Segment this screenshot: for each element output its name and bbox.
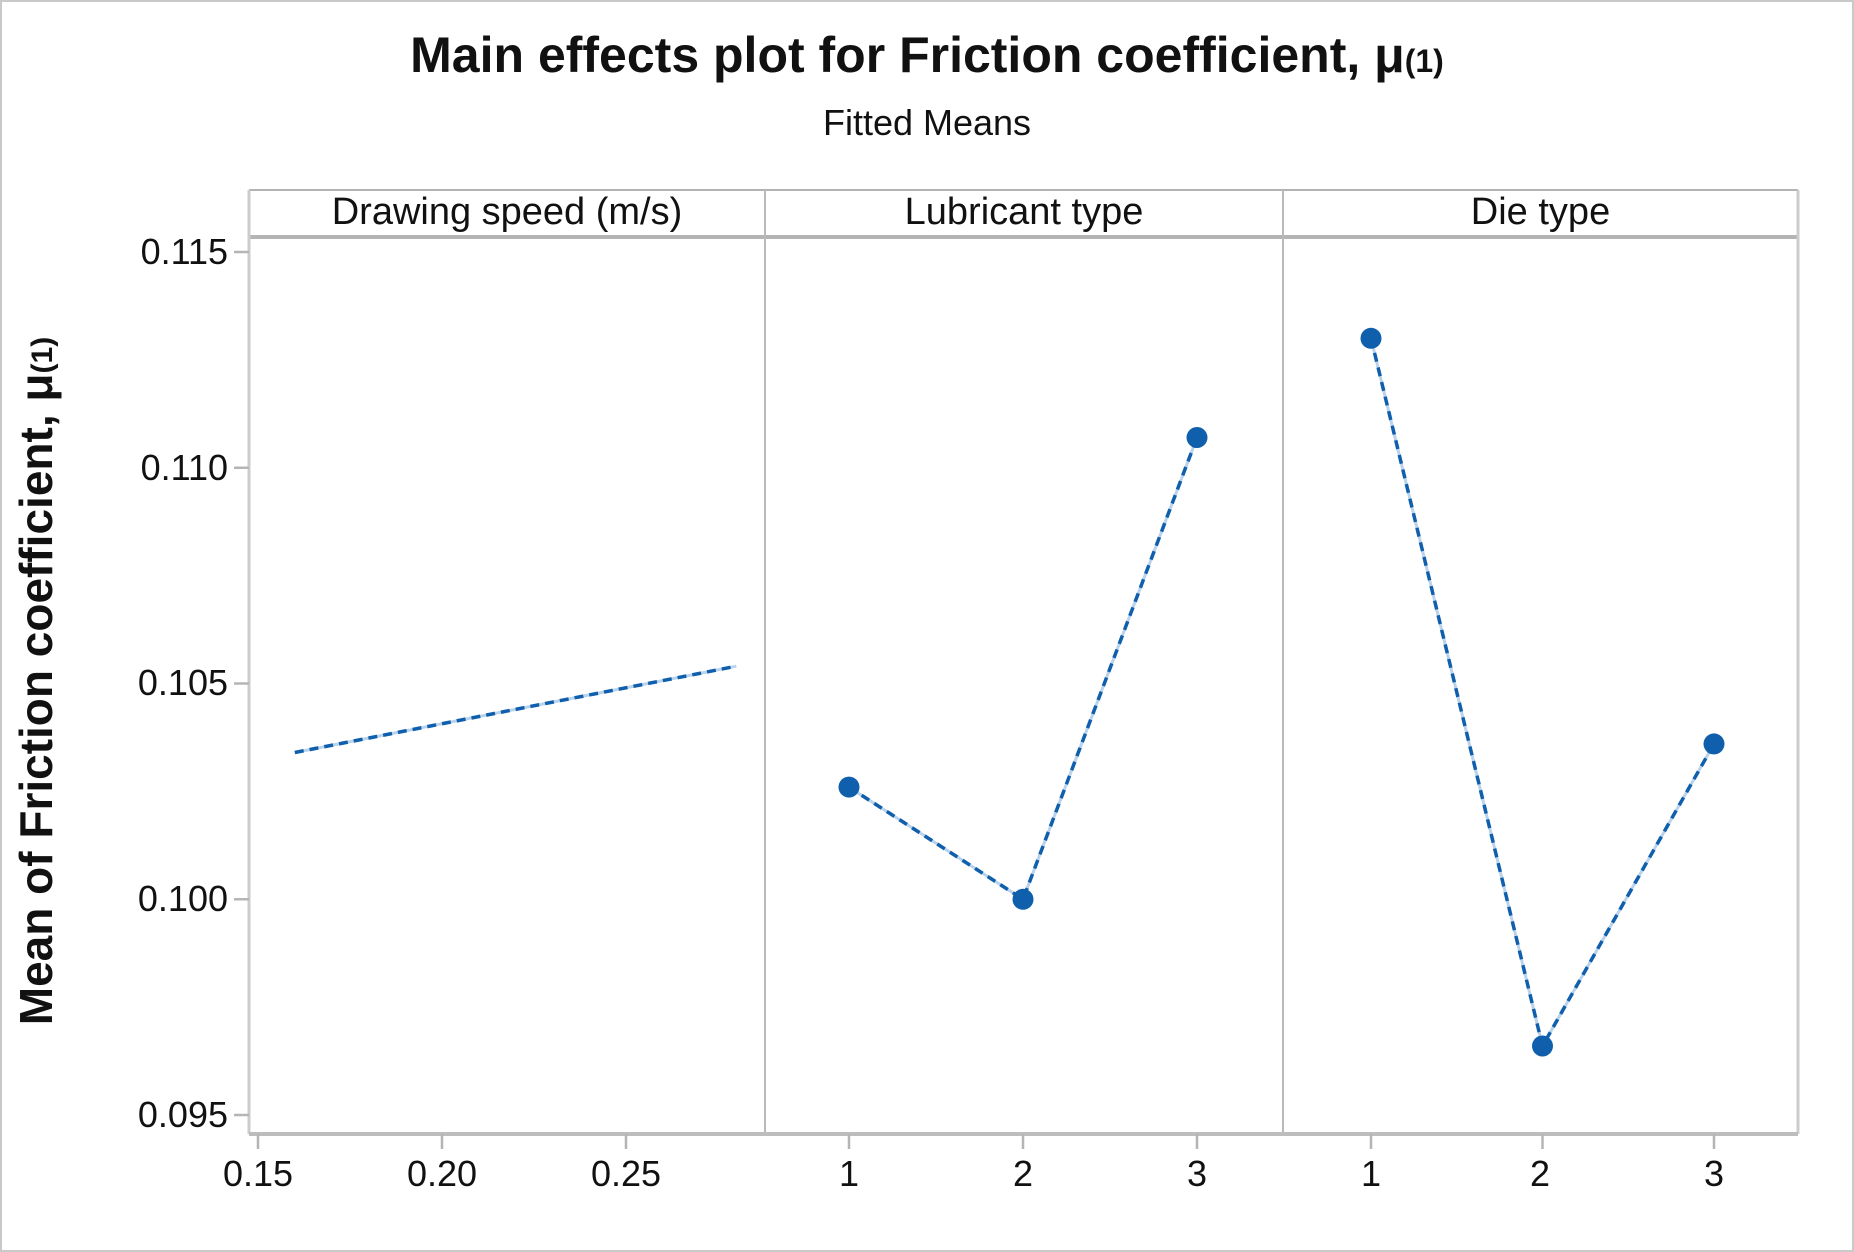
x-tick-label: 3 — [1186, 1153, 1208, 1194]
data-point-marker — [1703, 733, 1725, 755]
series-line — [848, 436, 1199, 902]
x-tick-label: 0.15 — [222, 1153, 294, 1194]
y-tick-label: 0.095 — [137, 1094, 228, 1135]
series-line-underlay — [848, 436, 1199, 902]
x-tick-label: 3 — [1703, 1153, 1725, 1194]
data-point-marker — [1532, 1035, 1553, 1057]
series-line-underlay — [294, 664, 737, 754]
panel-header-die-type: Die type — [1470, 191, 1611, 233]
chart-subtitle: Fitted Means — [822, 102, 1032, 143]
x-tick-label: 1 — [838, 1153, 860, 1194]
y-tick-label: 0.115 — [140, 231, 228, 272]
y-tick-label: 0.105 — [137, 662, 228, 703]
chart-title-text: Main effects plot for Friction coefficie… — [410, 27, 1405, 83]
chart-title: Main effects plot for Friction coefficie… — [2, 26, 1852, 84]
x-tick-label: 2 — [1012, 1153, 1034, 1194]
series-line-underlay — [1369, 337, 1716, 1051]
y-tick-label: 0.100 — [137, 878, 228, 919]
data-point-marker — [1360, 327, 1382, 349]
x-tick-label: 1 — [1360, 1153, 1382, 1194]
data-point-marker — [1012, 888, 1034, 910]
x-tick-label: 0.25 — [590, 1153, 662, 1194]
chart-title-subscript: (1) — [1404, 43, 1444, 79]
x-tick-label: 2 — [1529, 1153, 1551, 1194]
x-tick-label: 0.20 — [406, 1153, 478, 1194]
data-point-marker — [838, 776, 860, 798]
data-point-marker — [1186, 427, 1208, 448]
series-line — [1369, 337, 1716, 1051]
y-tick-label: 0.110 — [140, 447, 228, 488]
panel-header-lubricant-type: Lubricant type — [904, 191, 1144, 233]
y-axis-label-subscript: (1) — [26, 336, 59, 374]
panel-header-drawing-speed: Drawing speed (m/s) — [331, 191, 683, 233]
